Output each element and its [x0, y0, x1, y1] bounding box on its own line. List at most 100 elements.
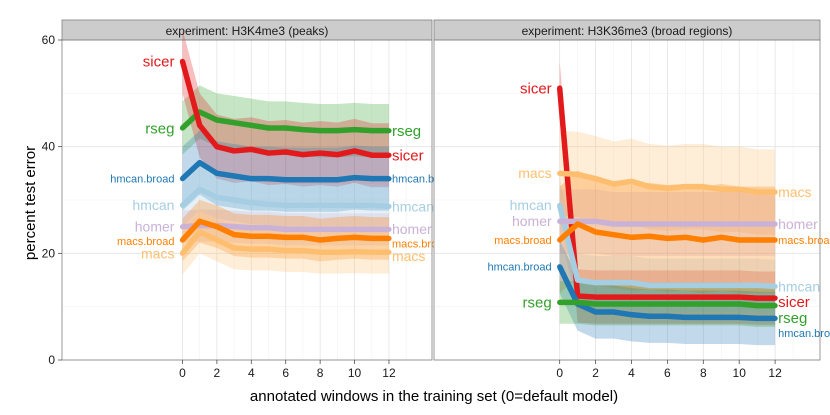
- data-point-hmcan: [718, 282, 724, 288]
- data-point-macs.broad: [557, 237, 563, 243]
- series-label-right-homer: homer: [778, 216, 818, 232]
- data-point-macs.broad: [248, 233, 254, 239]
- data-point-hmcan.broad: [754, 315, 760, 321]
- data-point-hmcan.broad: [248, 176, 254, 182]
- data-point-macs: [386, 249, 392, 255]
- data-point-hmcan: [646, 282, 653, 288]
- data-point-homer: [386, 226, 392, 232]
- data-point-macs: [248, 246, 254, 252]
- data-point-macs: [369, 249, 375, 255]
- data-point-homer: [646, 221, 653, 227]
- data-point-hmcan: [231, 197, 237, 203]
- data-point-sicer: [386, 152, 392, 158]
- data-point-homer: [610, 221, 617, 227]
- data-point-hmcan.broad: [700, 314, 706, 320]
- data-point-rseg: [575, 299, 581, 305]
- data-point-sicer: [351, 148, 358, 154]
- data-point-macs.broad: [664, 235, 670, 241]
- data-point-macs: [179, 250, 186, 256]
- x-tick-label: 4: [248, 366, 255, 380]
- data-point-homer: [592, 218, 599, 224]
- series-label-right-rseg: rseg: [392, 123, 421, 140]
- data-point-macs.broad: [300, 234, 306, 240]
- data-point-homer: [265, 225, 272, 231]
- x-tick-label: 0: [179, 366, 186, 380]
- data-point-rseg: [628, 301, 635, 307]
- data-point-hmcan: [317, 202, 323, 208]
- data-point-hmcan.broad: [351, 175, 358, 181]
- data-point-hmcan.broad: [265, 176, 272, 182]
- data-point-hmcan.broad: [300, 177, 306, 183]
- data-point-sicer: [646, 294, 653, 300]
- data-point-hmcan: [283, 202, 289, 208]
- data-point-hmcan: [300, 202, 306, 208]
- data-point-macs: [557, 170, 563, 176]
- panels-layer: experiment: H3K4me3 (peaks)sicerrseghmca…: [42, 19, 830, 380]
- data-point-homer: [682, 221, 688, 227]
- band-rseg: [182, 85, 389, 158]
- data-point-rseg: [700, 301, 706, 307]
- series-label-left-homer: homer: [135, 219, 175, 235]
- x-tick-label: 10: [733, 366, 747, 380]
- data-point-homer: [772, 221, 778, 227]
- data-point-sicer: [718, 294, 724, 300]
- y-axis-title: percent test error: [22, 146, 39, 260]
- data-point-macs.broad: [610, 232, 617, 238]
- series-label-left-sicer: sicer: [520, 80, 552, 97]
- data-point-macs.broad: [179, 237, 186, 243]
- data-point-sicer: [754, 295, 760, 301]
- data-point-hmcan: [682, 282, 688, 288]
- data-point-sicer: [300, 152, 306, 158]
- data-point-rseg: [231, 120, 237, 126]
- y-tick-label: 60: [42, 33, 56, 47]
- data-point-sicer: [197, 122, 203, 128]
- data-point-sicer: [736, 294, 742, 300]
- data-point-macs: [300, 248, 306, 254]
- data-point-hmcan: [369, 202, 375, 208]
- data-point-macs.broad: [772, 237, 778, 243]
- data-point-macs: [317, 249, 323, 255]
- data-point-rseg: [265, 125, 272, 131]
- data-point-macs.broad: [575, 221, 581, 227]
- x-tick-label: 12: [768, 366, 782, 380]
- data-point-rseg: [248, 122, 254, 128]
- series-label-left-rseg: rseg: [145, 120, 174, 137]
- data-point-rseg: [386, 128, 392, 134]
- data-point-hmcan.broad: [610, 309, 617, 315]
- data-point-homer: [700, 221, 706, 227]
- data-point-macs: [646, 184, 653, 190]
- data-point-macs: [283, 248, 289, 254]
- data-point-rseg: [592, 301, 599, 307]
- x-tick-label: 10: [348, 366, 362, 380]
- data-point-hmcan: [592, 280, 599, 286]
- data-point-hmcan: [772, 283, 778, 289]
- data-point-homer: [664, 221, 670, 227]
- data-point-hmcan.broad: [386, 176, 392, 182]
- data-point-homer: [179, 224, 186, 230]
- data-point-macs: [265, 246, 272, 252]
- data-point-macs.broad: [736, 237, 742, 243]
- data-point-macs.broad: [231, 232, 237, 238]
- data-point-homer: [283, 226, 289, 232]
- data-point-hmcan.broad: [736, 314, 742, 320]
- series-label-left-hmcan.broad: hmcan.broad: [110, 174, 174, 186]
- data-point-macs.broad: [334, 235, 340, 241]
- data-point-macs.broad: [317, 237, 323, 243]
- data-point-hmcan.broad: [628, 312, 635, 318]
- data-point-sicer: [682, 294, 688, 300]
- data-point-hmcan: [628, 280, 635, 286]
- series-label-left-macs: macs: [518, 165, 551, 181]
- data-point-rseg: [610, 301, 617, 307]
- data-point-rseg: [718, 301, 724, 307]
- data-point-homer: [248, 225, 254, 231]
- y-tick-label: 40: [42, 140, 56, 154]
- data-point-sicer: [214, 144, 220, 150]
- x-tick-label: 6: [664, 366, 671, 380]
- data-point-macs.broad: [214, 224, 220, 230]
- data-point-macs.broad: [628, 234, 635, 240]
- data-point-hmcan: [754, 282, 760, 288]
- data-point-homer: [334, 226, 340, 232]
- series-label-right-hmcan: hmcan: [392, 198, 434, 214]
- facet-title: experiment: H3K36me3 (broad regions): [522, 24, 733, 38]
- data-point-macs: [754, 189, 760, 195]
